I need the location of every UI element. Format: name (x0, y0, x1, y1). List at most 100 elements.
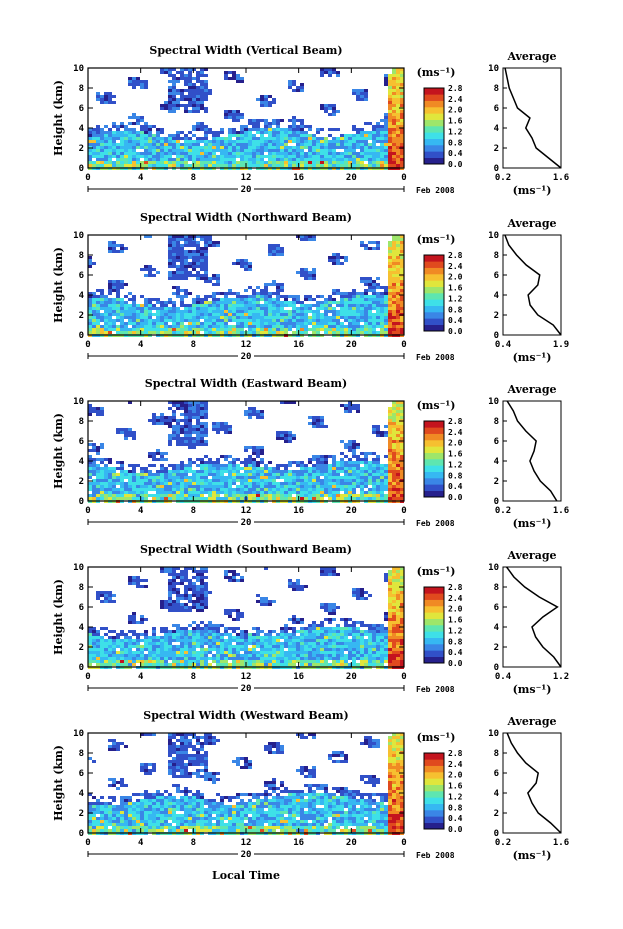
heatmap-cell (124, 633, 128, 636)
heatmap-cell (180, 431, 184, 434)
heatmap-cell (88, 298, 92, 301)
heatmap-cell (376, 134, 380, 137)
heatmap-cell (148, 131, 152, 134)
heatmap-cell (100, 289, 104, 292)
heatmap-cell (320, 158, 324, 161)
heatmap-cell (276, 319, 280, 322)
heatmap-cell (400, 280, 404, 283)
heatmap-cell (284, 304, 288, 307)
heatmap-cell (120, 497, 124, 500)
heatmap-cell (376, 149, 380, 152)
heatmap-cell (400, 259, 404, 262)
heatmap-cell (200, 422, 204, 425)
heatmap-cell (388, 286, 392, 289)
heatmap-cell (132, 310, 136, 313)
heatmap-cell (172, 68, 176, 71)
heatmap-cell (392, 461, 396, 464)
heatmap-cell (172, 603, 176, 606)
heatmap-cell (128, 428, 132, 431)
heatmap-cell (368, 247, 372, 250)
heatmap-cell (152, 164, 156, 167)
heatmap-cell (352, 164, 356, 167)
heatmap-cell (320, 482, 324, 485)
heatmap-cell (120, 633, 124, 636)
heatmap-cell (364, 92, 368, 95)
heatmap-cell (268, 467, 272, 470)
heatmap-cell (108, 146, 112, 149)
heatmap-cell (276, 482, 280, 485)
heatmap-cell (400, 455, 404, 458)
heatmap-cell (352, 128, 356, 131)
heatmap-cell (348, 319, 352, 322)
heatmap-cell (160, 485, 164, 488)
heatmap-cell (100, 636, 104, 639)
heatmap-cell (348, 404, 352, 407)
heatmap-cell (352, 467, 356, 470)
heatmap-cell (164, 648, 168, 651)
heatmap-cell (176, 473, 180, 476)
heatmap-cell (284, 155, 288, 158)
heatmap-cell (264, 149, 268, 152)
heatmap-cell (148, 265, 152, 268)
heatmap-cell (100, 131, 104, 134)
heatmap-cell (364, 140, 368, 143)
heatmap-cell (320, 422, 324, 425)
heatmap-cell (400, 95, 404, 98)
heatmap-cell (388, 410, 392, 413)
heatmap-cell (108, 134, 112, 137)
heatmap-cell (120, 164, 124, 167)
heatmap-cell (104, 325, 108, 328)
heatmap-cell (396, 473, 400, 476)
heatmap-cell (332, 107, 336, 110)
heatmap-cell (140, 134, 144, 137)
heatmap-cell (124, 164, 128, 167)
heatmap-cell (400, 310, 404, 313)
heatmap-cell (180, 262, 184, 265)
heatmap-cell (96, 452, 100, 455)
heatmap-cell (96, 143, 100, 146)
heatmap-cell (168, 107, 172, 110)
heatmap-cell (400, 80, 404, 83)
heatmap-cell (172, 277, 176, 280)
heatmap-cell (172, 485, 176, 488)
heatmap-cell (248, 152, 252, 155)
heatmap-cell (184, 431, 188, 434)
heatmap-cell (96, 149, 100, 152)
heatmap-cell (160, 422, 164, 425)
heatmap-cell (384, 143, 388, 146)
heatmap-cell (264, 470, 268, 473)
heatmap-cell (288, 310, 292, 313)
heatmap-cell (248, 265, 252, 268)
heatmap-cell (364, 247, 368, 250)
y-tick-label: 8 (79, 417, 84, 427)
heatmap-cell (264, 497, 268, 500)
heatmap-cell (400, 143, 404, 146)
heatmap-cell (396, 98, 400, 101)
heatmap-cell (140, 476, 144, 479)
heatmap-cell (180, 570, 184, 573)
heatmap-cell (168, 401, 172, 404)
heatmap-cell (232, 152, 236, 155)
heatmap-cell (196, 322, 200, 325)
heatmap-cell (284, 497, 288, 500)
heatmap-cell (356, 446, 360, 449)
heatmap-cell (204, 131, 208, 134)
heatmap-cell (308, 310, 312, 313)
heatmap-cell (268, 301, 272, 304)
heatmap-cell (196, 235, 200, 238)
heatmap-cell (392, 443, 396, 446)
heatmap-cell (372, 125, 376, 128)
heatmap-cell (228, 425, 232, 428)
heatmap-cell (144, 645, 148, 648)
heatmap-cell (384, 140, 388, 143)
heatmap-cell (280, 161, 284, 164)
heatmap-cell (308, 473, 312, 476)
heatmap-cell (308, 164, 312, 167)
heatmap-cell (252, 310, 256, 313)
heatmap-cell (392, 80, 396, 83)
heatmap-cell (188, 137, 192, 140)
heatmap-cell (256, 488, 260, 491)
heatmap-cell (256, 446, 260, 449)
colorbar-segment (424, 299, 444, 306)
